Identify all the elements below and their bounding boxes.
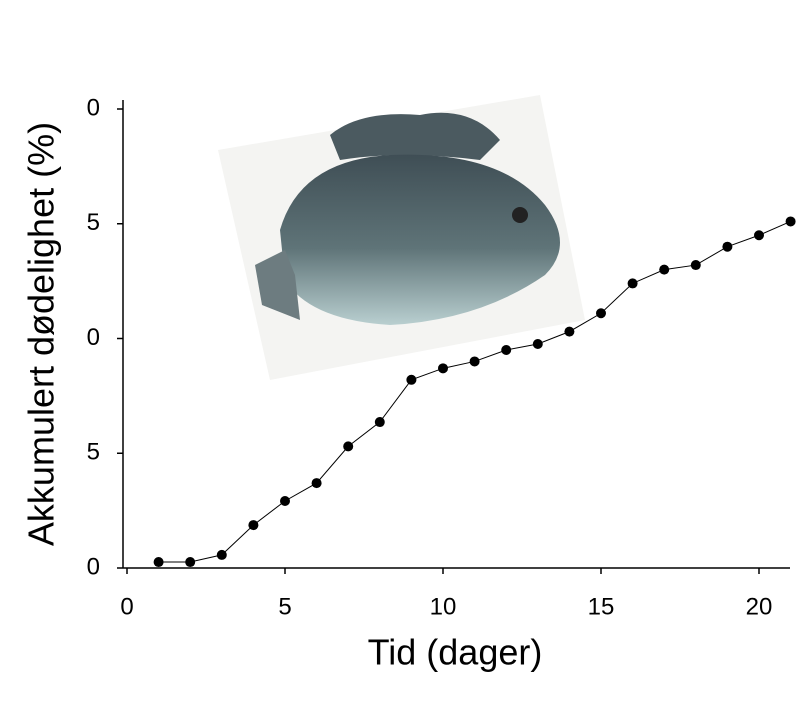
data-point	[280, 495, 290, 506]
data-point	[469, 356, 480, 367]
data-point	[501, 344, 512, 355]
x-tick-label: 5	[278, 593, 291, 620]
x-axis-label: Tid (dager)	[368, 632, 543, 673]
data-point	[406, 374, 417, 385]
data-point	[374, 417, 385, 428]
y-tick-label: 0	[87, 553, 100, 580]
data-point	[343, 441, 354, 452]
y-tick-label: 0	[87, 324, 100, 351]
x-tick-label: 20	[746, 593, 773, 620]
fish-photo	[218, 95, 585, 380]
y-tick-label: 5	[87, 439, 100, 466]
data-point	[659, 264, 670, 275]
data-point	[438, 363, 448, 374]
y-axis-label: Akkumulert dødelighet (%)	[21, 122, 62, 546]
data-point	[596, 308, 606, 319]
x-tick-label: 15	[588, 593, 615, 620]
data-point	[754, 230, 764, 241]
data-point	[564, 326, 575, 337]
data-point	[248, 520, 259, 531]
y-tick-label: 5	[87, 209, 100, 236]
data-point	[216, 549, 227, 560]
data-point	[627, 278, 638, 289]
data-point	[185, 557, 196, 568]
x-tick-label: 10	[430, 593, 457, 620]
data-point	[153, 557, 164, 568]
data-point	[311, 478, 322, 489]
x-tick-label: 0	[120, 593, 133, 620]
data-point	[532, 339, 543, 350]
data-point	[785, 216, 796, 227]
data-point	[722, 241, 733, 252]
data-point	[690, 260, 701, 271]
y-tick-label: 0	[87, 94, 100, 121]
